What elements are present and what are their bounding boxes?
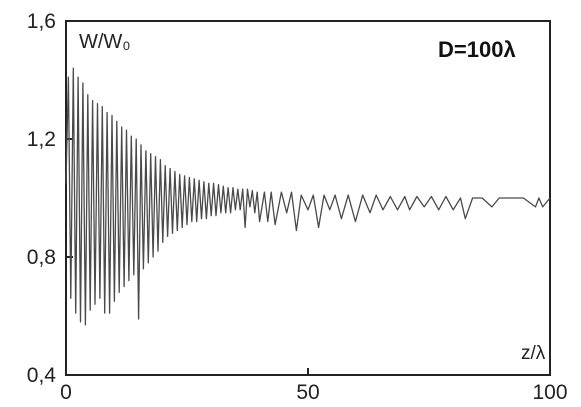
series-line xyxy=(65,67,551,326)
x-axis-label: z/λ xyxy=(521,343,546,364)
x-tick-label: 100 xyxy=(532,381,567,404)
y-tick-label: 1,2 xyxy=(27,128,56,151)
y-tick-label: 0,4 xyxy=(27,364,57,387)
y-axis: 0,4 0,8 1,2 1,6 xyxy=(27,10,73,387)
y-axis-label: W/W₀ xyxy=(79,31,131,53)
x-axis: 0 50 100 xyxy=(60,368,568,404)
annotation-label: D=100λ xyxy=(438,37,516,62)
x-tick-label: 0 xyxy=(60,381,72,404)
x-tick-label: 50 xyxy=(296,381,319,404)
y-tick-label: 1,6 xyxy=(27,10,56,33)
y-tick-label: 0,8 xyxy=(27,246,56,269)
